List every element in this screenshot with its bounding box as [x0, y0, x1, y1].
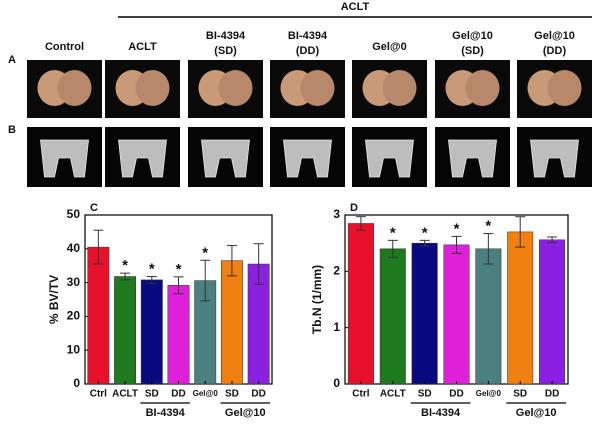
ct-shape — [365, 139, 414, 178]
x-tick-label: Gel@0 — [193, 389, 219, 398]
y-tick-label: 40 — [67, 241, 81, 255]
column-label: Gel@0 — [372, 41, 407, 53]
row-label: B — [8, 124, 16, 136]
column-label: (SD) — [214, 45, 237, 57]
bar — [347, 223, 374, 385]
header: ACLT — [341, 1, 370, 13]
group-label: BI-4394 — [421, 407, 461, 419]
significance-mark: * — [149, 260, 155, 277]
y-tick-label: 30 — [67, 275, 81, 289]
knee-shape — [547, 70, 582, 106]
ct-shape — [201, 139, 250, 178]
bar — [443, 244, 470, 385]
bar — [87, 246, 110, 385]
x-tick-label: DD — [171, 389, 185, 400]
ct-shape — [283, 139, 332, 178]
x-tick-label: SD — [513, 389, 527, 400]
significance-mark: * — [454, 220, 460, 237]
y-tick-label: 50 — [67, 207, 81, 221]
bar — [167, 285, 190, 385]
column-label: Gel@10 — [452, 30, 493, 42]
y-tick-label: 1 — [333, 320, 340, 334]
y-tick-label: 10 — [67, 342, 81, 356]
x-tick-label: ACLT — [112, 389, 138, 400]
bar — [475, 248, 502, 385]
x-tick-label: DD — [449, 389, 463, 400]
significance-mark: * — [390, 224, 396, 241]
significance-mark: * — [422, 224, 428, 241]
y-tick-label: 20 — [67, 309, 81, 323]
group-label: Gel@10 — [225, 407, 266, 419]
knee-shape — [300, 70, 335, 106]
group-label: Gel@10 — [516, 407, 557, 419]
knee-shape — [135, 70, 170, 106]
x-tick-label: DD — [545, 389, 559, 400]
y-axis-label: % BV/TV — [47, 275, 61, 324]
bar — [539, 239, 566, 385]
panel-label: C — [90, 202, 98, 214]
x-tick-label: Ctrl — [90, 389, 107, 400]
bar — [114, 276, 137, 385]
ct-shape — [40, 139, 89, 178]
x-tick-label: ACLT — [380, 389, 406, 400]
x-tick-label: SD — [225, 389, 239, 400]
row-label: A — [8, 54, 16, 66]
column-label: ACLT — [128, 41, 157, 53]
column-label: BI-4394 — [288, 30, 328, 42]
column-label: (DD) — [296, 45, 320, 57]
bar — [411, 242, 438, 385]
column-label: (SD) — [461, 45, 484, 57]
knee-shape — [465, 70, 500, 106]
y-axis-label: Tb.N (1/mm) — [310, 265, 324, 334]
knee-shape — [218, 70, 253, 106]
significance-mark: * — [485, 218, 491, 235]
x-tick-label: DD — [251, 389, 265, 400]
group-label: BI-4394 — [146, 407, 186, 419]
significance-mark: * — [202, 244, 208, 261]
y-tick-label: 0 — [73, 376, 80, 390]
knee-shape — [382, 70, 417, 106]
column-label: BI-4394 — [206, 30, 246, 42]
panel-label: D — [350, 202, 358, 214]
ct-shape — [448, 139, 497, 178]
y-tick-label: 0 — [333, 376, 340, 390]
x-tick-label: Gel@0 — [476, 389, 502, 398]
column-label: Control — [45, 41, 84, 53]
x-tick-label: Ctrl — [352, 389, 369, 400]
x-tick-label: SD — [145, 389, 159, 400]
bar — [507, 231, 534, 385]
x-tick-label: SD — [418, 389, 432, 400]
significance-mark: * — [122, 257, 128, 274]
ct-shape — [118, 139, 167, 178]
bar — [379, 248, 406, 385]
ct-shape — [530, 139, 579, 178]
bar — [220, 260, 243, 385]
column-label: Gel@10 — [534, 30, 575, 42]
significance-mark: * — [176, 261, 182, 278]
y-tick-label: 2 — [333, 264, 340, 278]
y-tick-label: 3 — [333, 207, 340, 221]
bar — [140, 279, 163, 385]
column-label: (DD) — [543, 45, 567, 57]
knee-shape — [57, 70, 92, 106]
